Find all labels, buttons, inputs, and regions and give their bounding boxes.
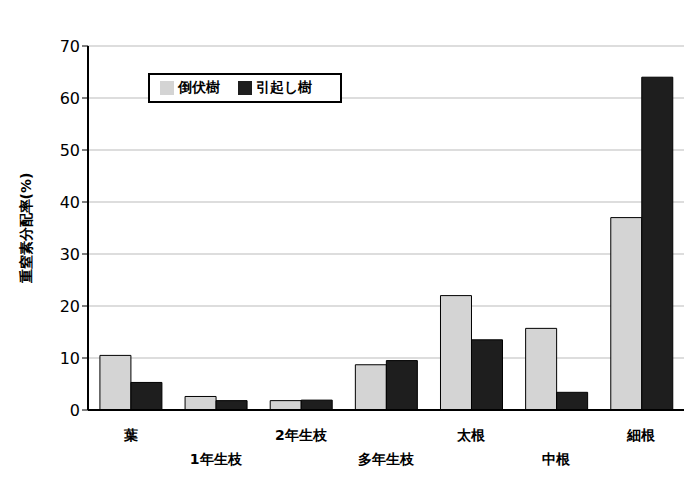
svg-text:細根: 細根 — [626, 427, 656, 443]
svg-text:重窒素分配率(%): 重窒素分配率(%) — [18, 173, 34, 285]
svg-text:2年生枝: 2年生枝 — [275, 427, 328, 443]
svg-text:70: 70 — [60, 37, 80, 56]
html-text:引起し樹: 引起し樹 — [256, 79, 312, 95]
svg-text:1年生枝: 1年生枝 — [190, 451, 243, 467]
svg-text:多年生枝: 多年生枝 — [358, 451, 415, 467]
svg-text:30: 30 — [60, 245, 80, 264]
svg-text:葉: 葉 — [123, 427, 138, 443]
svg-text:40: 40 — [60, 193, 80, 212]
svg-text:0: 0 — [70, 401, 80, 420]
svg-text:20: 20 — [60, 297, 80, 316]
html-text:倒伏樹: 倒伏樹 — [178, 79, 220, 95]
svg-text:60: 60 — [60, 89, 80, 108]
svg-text:中根: 中根 — [542, 451, 571, 467]
svg-text:10: 10 — [60, 349, 80, 368]
svg-text:太根: 太根 — [456, 427, 486, 443]
svg-text:50: 50 — [60, 141, 80, 160]
